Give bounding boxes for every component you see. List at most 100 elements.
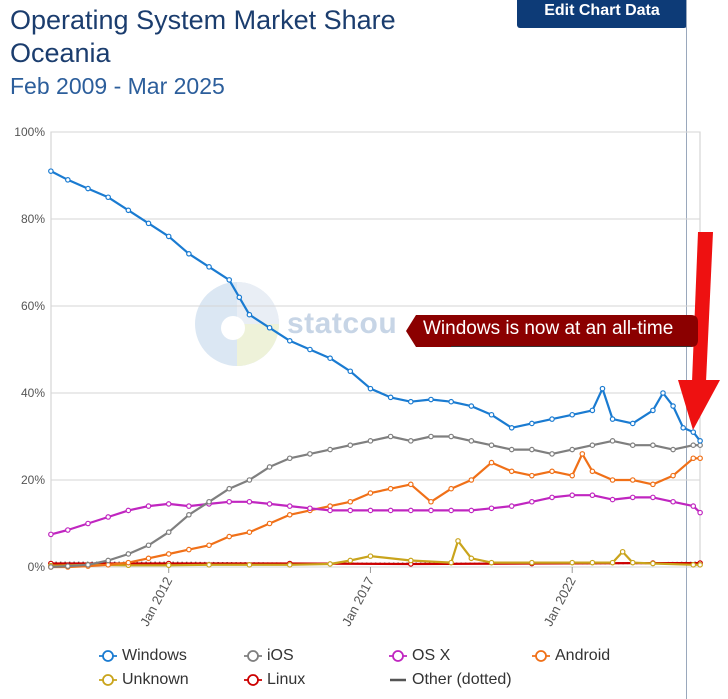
annotation-text: Windows is now at an all-time — [423, 318, 674, 339]
data-point — [286, 503, 293, 509]
data-point — [629, 477, 636, 483]
data-point — [569, 446, 576, 453]
data-point — [125, 559, 132, 566]
legend-label: Android — [555, 647, 611, 664]
data-point — [266, 464, 273, 470]
data-point — [468, 555, 475, 562]
edit-chart-data-button[interactable]: Edit Chart Data — [517, 0, 687, 28]
data-point — [599, 385, 606, 392]
data-point — [165, 551, 172, 557]
data-point — [286, 511, 293, 518]
chart-subtitle: Feb 2009 - Mar 2025 — [10, 73, 225, 99]
data-point — [508, 503, 515, 509]
y-tick-label: 60% — [21, 299, 45, 313]
legend-label: iOS — [267, 647, 294, 664]
annotation-arrow — [678, 232, 720, 430]
data-point — [327, 561, 333, 567]
data-point — [549, 468, 555, 475]
legend-label: Other (dotted) — [412, 671, 512, 688]
data-point — [226, 498, 233, 505]
y-tick-label: 20% — [21, 473, 45, 487]
series-os-x — [48, 492, 703, 538]
data-point — [529, 472, 535, 479]
data-point — [468, 438, 475, 444]
data-point — [670, 403, 676, 409]
data-point — [579, 451, 586, 457]
data-point — [629, 559, 636, 566]
data-point — [85, 562, 91, 568]
data-point — [697, 455, 703, 462]
data-point — [448, 507, 454, 514]
data-point — [428, 396, 434, 403]
data-point — [697, 438, 703, 444]
data-point — [266, 501, 273, 507]
data-point — [246, 498, 253, 505]
data-point — [226, 485, 233, 492]
data-point — [367, 490, 374, 496]
legend-swatch-icon — [99, 674, 117, 686]
arrow-head — [678, 380, 720, 430]
data-point — [145, 542, 152, 549]
x-tick-label: Jan 2017 — [339, 574, 377, 628]
data-point — [690, 562, 697, 568]
data-point — [650, 442, 656, 449]
data-point — [697, 562, 703, 568]
series-line — [50, 170, 701, 442]
data-point — [125, 207, 132, 214]
data-point — [670, 446, 676, 453]
data-point — [650, 481, 656, 488]
data-point — [468, 477, 475, 483]
data-point — [165, 233, 172, 240]
data-point — [48, 168, 54, 174]
data-point — [529, 446, 535, 453]
series-windows — [48, 168, 703, 444]
data-point — [367, 385, 374, 392]
data-point — [327, 446, 333, 453]
data-point — [609, 559, 616, 566]
data-point — [488, 442, 495, 449]
data-point — [105, 562, 111, 568]
x-tick-label: Jan 2022 — [540, 574, 578, 628]
data-point — [650, 494, 656, 501]
data-point — [266, 324, 273, 331]
data-point — [488, 505, 495, 512]
legend-swatch-icon — [244, 674, 262, 686]
data-point — [448, 559, 454, 566]
data-point — [549, 494, 555, 501]
data-point — [186, 503, 192, 509]
data-point — [165, 562, 172, 569]
data-point — [347, 557, 354, 564]
data-point — [609, 477, 616, 483]
plot-area-border — [50, 131, 701, 568]
data-point — [246, 562, 253, 568]
data-point — [145, 503, 152, 509]
data-point — [246, 529, 253, 536]
data-point — [455, 538, 461, 544]
data-point — [327, 503, 333, 509]
y-tick-label: 80% — [21, 212, 45, 226]
data-point — [609, 496, 616, 503]
data-point — [367, 553, 374, 559]
data-point — [105, 194, 111, 201]
data-point — [387, 485, 394, 492]
data-point — [408, 557, 414, 564]
data-point — [697, 442, 703, 449]
data-point — [387, 433, 394, 440]
data-point — [48, 564, 54, 570]
data-point — [690, 442, 697, 449]
chart-title: Operating System Market Share Oceania — [10, 5, 396, 68]
legend-swatch-icon — [99, 650, 117, 662]
data-point — [549, 416, 555, 422]
data-point — [85, 520, 91, 527]
y-tick-label: 40% — [21, 386, 45, 400]
data-point — [589, 468, 596, 475]
data-point — [690, 455, 697, 462]
data-point — [569, 559, 576, 566]
data-point — [650, 560, 656, 567]
data-point — [347, 442, 354, 449]
data-point — [286, 562, 293, 568]
arrow-shaft — [692, 232, 713, 382]
data-point — [680, 424, 686, 431]
data-point — [529, 420, 535, 427]
